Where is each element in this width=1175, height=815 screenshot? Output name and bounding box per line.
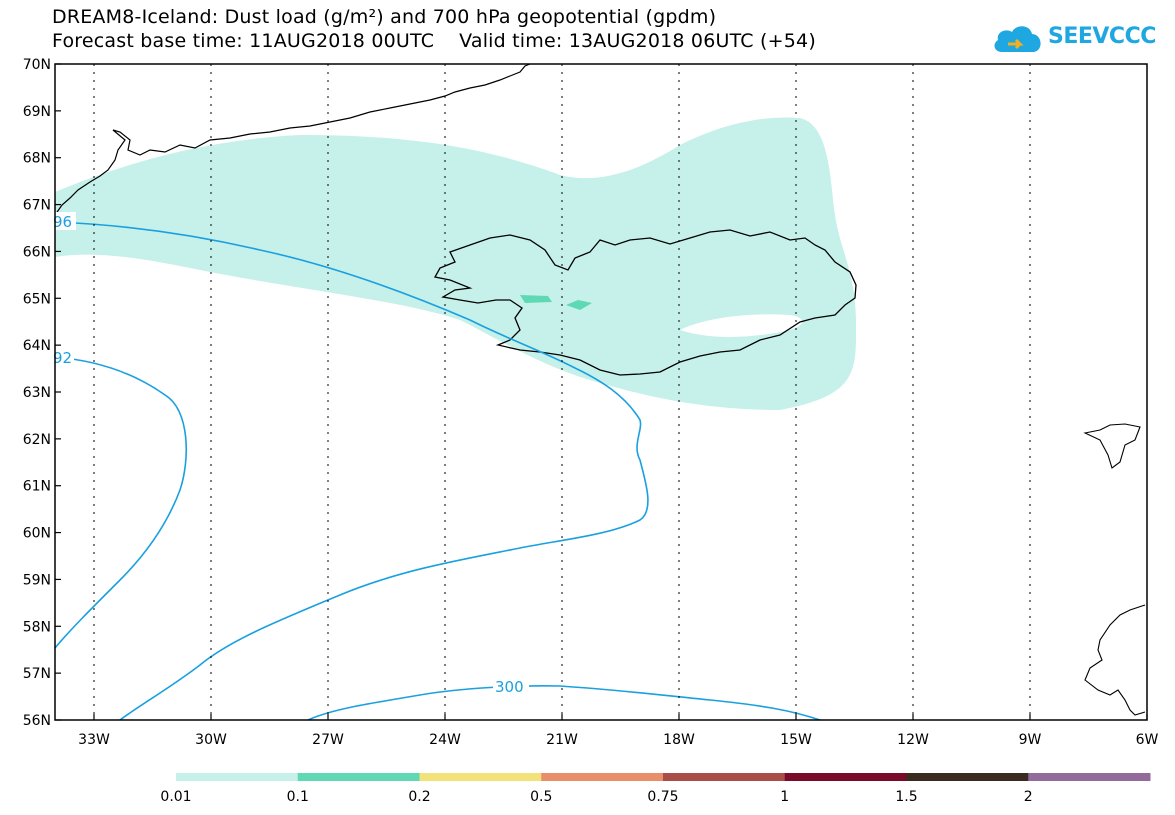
lat-label: 68N bbox=[23, 151, 51, 167]
colorbar-tick-label: 1 bbox=[780, 789, 789, 805]
contour-label-96: 96 bbox=[53, 213, 72, 231]
colorbar-tick-label: 0.01 bbox=[160, 789, 191, 805]
lat-label: 56N bbox=[23, 713, 51, 729]
map-title: DREAM8-Iceland: Dust load (g/m²) and 700… bbox=[52, 6, 717, 28]
lon-label: 27W bbox=[312, 732, 344, 748]
dust-plume-light bbox=[55, 117, 857, 410]
colorbar-segment bbox=[419, 773, 542, 781]
lat-label: 64N bbox=[23, 338, 51, 354]
contour-label-300: 300 bbox=[495, 678, 524, 696]
lat-label: 59N bbox=[23, 572, 51, 588]
colorbar-segment bbox=[906, 773, 1029, 781]
contour-5692 bbox=[54, 356, 188, 649]
scotland-coastline bbox=[1084, 604, 1146, 716]
colorbar-tick-label: 0.1 bbox=[287, 789, 309, 805]
colorbar-segment bbox=[1028, 773, 1151, 781]
colorbar-segment bbox=[663, 773, 786, 781]
cloud-icon bbox=[994, 26, 1041, 52]
contour-5696 bbox=[54, 221, 649, 721]
lon-label: 12W bbox=[897, 732, 929, 748]
dust-gap bbox=[680, 314, 803, 337]
lat-label: 57N bbox=[23, 666, 51, 682]
lon-label: 15W bbox=[780, 732, 812, 748]
lat-label: 62N bbox=[23, 432, 51, 448]
colorbar-segment bbox=[541, 773, 664, 781]
dust-spot-2 bbox=[566, 300, 592, 310]
lat-label: 67N bbox=[23, 198, 51, 214]
map-subtitle: Forecast base time: 11AUG2018 00UTC Vali… bbox=[52, 30, 816, 52]
lon-label: 30W bbox=[195, 732, 227, 748]
lat-label: 70N bbox=[23, 57, 51, 73]
colorbar-legend: 0.01 0.1 0.2 0.5 0.75 1 1.5 2 bbox=[160, 773, 1151, 805]
contour-label-92: 92 bbox=[53, 349, 72, 367]
logo-text: SEEVCCC bbox=[1048, 24, 1156, 49]
lon-label: 6W bbox=[1136, 732, 1159, 748]
lon-label: 9W bbox=[1019, 732, 1042, 748]
colorbar-segment bbox=[784, 773, 907, 781]
lat-label: 65N bbox=[23, 291, 51, 307]
lat-label: 69N bbox=[23, 104, 51, 120]
gridlines bbox=[93, 64, 1031, 720]
lon-label: 18W bbox=[663, 732, 695, 748]
lon-label: 21W bbox=[546, 732, 578, 748]
colorbar-tick-label: 0.75 bbox=[647, 789, 678, 805]
seevccc-logo: SEEVCCC bbox=[990, 18, 1160, 58]
colorbar-segment bbox=[176, 773, 299, 781]
lat-label: 58N bbox=[23, 619, 51, 635]
lat-label: 60N bbox=[23, 526, 51, 542]
iceland-coastline bbox=[433, 229, 857, 376]
contour-300 bbox=[307, 685, 821, 721]
faroe-islands-coastline bbox=[1083, 423, 1141, 469]
colorbar-tick-label: 2 bbox=[1024, 789, 1033, 805]
greenland-coastline bbox=[54, 63, 531, 216]
colorbar-tick-label: 0.5 bbox=[530, 789, 552, 805]
colorbar-segment bbox=[297, 773, 420, 781]
colorbar-tick-label: 1.5 bbox=[895, 789, 917, 805]
lon-label: 33W bbox=[78, 732, 110, 748]
lat-label: 61N bbox=[23, 479, 51, 495]
dust-spot-1 bbox=[520, 295, 552, 303]
colorbar-tick-label: 0.2 bbox=[408, 789, 430, 805]
lon-label: 24W bbox=[429, 732, 461, 748]
lat-label: 66N bbox=[23, 244, 51, 260]
lat-label: 63N bbox=[23, 385, 51, 401]
